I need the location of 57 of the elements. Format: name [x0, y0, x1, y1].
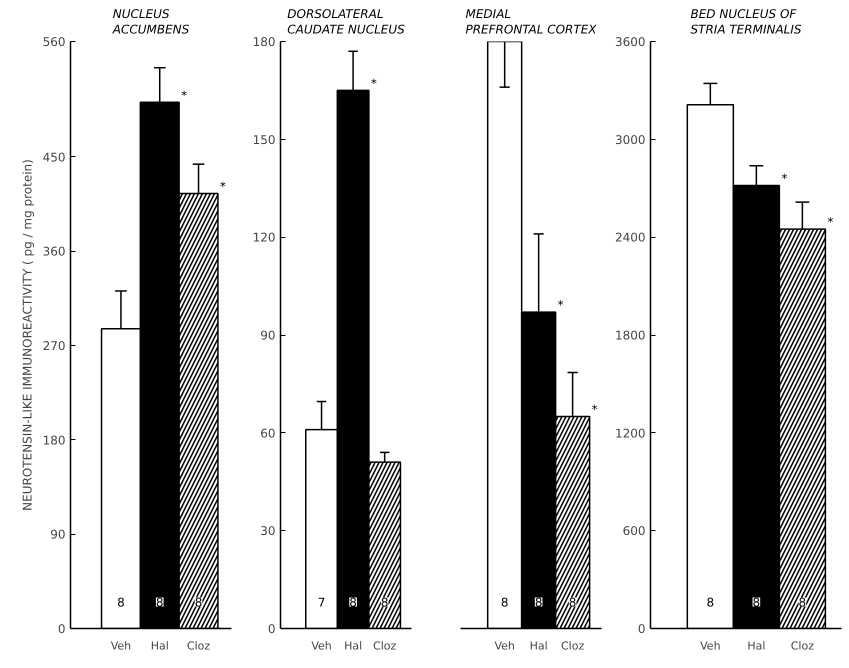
annotation: 8 — [380, 596, 388, 610]
x-tick-label: Veh — [700, 640, 721, 652]
y-tick-label: 30 — [260, 524, 276, 538]
x-tick-label: Cloz — [561, 640, 584, 652]
y-tick-label: 360 — [42, 244, 66, 259]
chart-title: NUCLEUS ACCUMBENS — [112, 7, 190, 36]
y-tick-label: 1200 — [614, 426, 646, 440]
annotation: 8 — [798, 596, 806, 610]
x-tick-label: Cloz — [790, 640, 814, 652]
y-tick-label: 3000 — [614, 132, 646, 147]
annotation: * — [592, 402, 598, 417]
x-tick-label: Veh — [494, 640, 515, 652]
x-tick-label: Veh — [110, 640, 132, 652]
y-tick-label: 1800 — [614, 328, 646, 342]
y-tick-label: 60 — [260, 426, 276, 440]
annotation: * — [181, 88, 188, 102]
annotation: 8 — [534, 596, 542, 610]
y-tick-label: 90 — [50, 528, 66, 542]
y-tick-label: 560 — [42, 35, 66, 49]
y-tick-label: 180 — [42, 433, 66, 448]
annotation: 8 — [752, 596, 760, 610]
annotation: 8 — [500, 596, 508, 610]
y-tick-label: 0 — [268, 622, 276, 636]
y-tick-label: 600 — [622, 524, 646, 538]
y-axis-title: NEUROTENSIN-LIKE IMMUNOREACTIVITY ( pg / mg protein) — [20, 159, 35, 511]
x-tick-label: Hal — [344, 640, 362, 652]
x-tick-label: Hal — [150, 640, 169, 652]
annotation: * — [558, 298, 564, 312]
y-tick-label: 150 — [252, 132, 276, 147]
chart-title: DORSOLATERAL CAUDATE NUCLEUS — [287, 7, 406, 36]
annotation: 8 — [117, 596, 125, 610]
y-tick-label: 3600 — [614, 35, 646, 49]
x-tick-label: Veh — [311, 640, 332, 652]
x-tick-label: Cloz — [373, 640, 397, 652]
annotation: * — [781, 171, 788, 186]
annotation: 8 — [156, 596, 164, 610]
y-tick-label: 0 — [638, 622, 646, 636]
y-tick-label: 450 — [42, 150, 66, 164]
chart-title: MEDIAL PREFRONTAL CORTEX — [465, 7, 598, 36]
annotation: 8 — [194, 596, 202, 610]
annotation: 8 — [568, 596, 576, 610]
annotation: 8 — [706, 596, 714, 610]
y-tick-label: 0 — [58, 622, 66, 636]
x-tick-label: Hal — [747, 640, 766, 652]
annotation: * — [220, 179, 226, 194]
annotation: 7 — [318, 596, 326, 610]
annotation: 8 — [349, 596, 357, 610]
y-tick-label: 270 — [42, 338, 66, 353]
chart-title: BED NUCLEUS OF STRIA TERMINALIS — [690, 7, 802, 36]
y-tick-label: 2400 — [614, 230, 646, 245]
x-tick-label: Hal — [530, 640, 548, 652]
y-tick-label: 90 — [260, 328, 276, 342]
x-tick-label: Cloz — [186, 640, 210, 652]
y-tick-label: 180 — [252, 35, 276, 49]
annotation: * — [827, 215, 834, 230]
y-tick-label: 120 — [252, 230, 276, 245]
annotation: * — [370, 76, 377, 90]
